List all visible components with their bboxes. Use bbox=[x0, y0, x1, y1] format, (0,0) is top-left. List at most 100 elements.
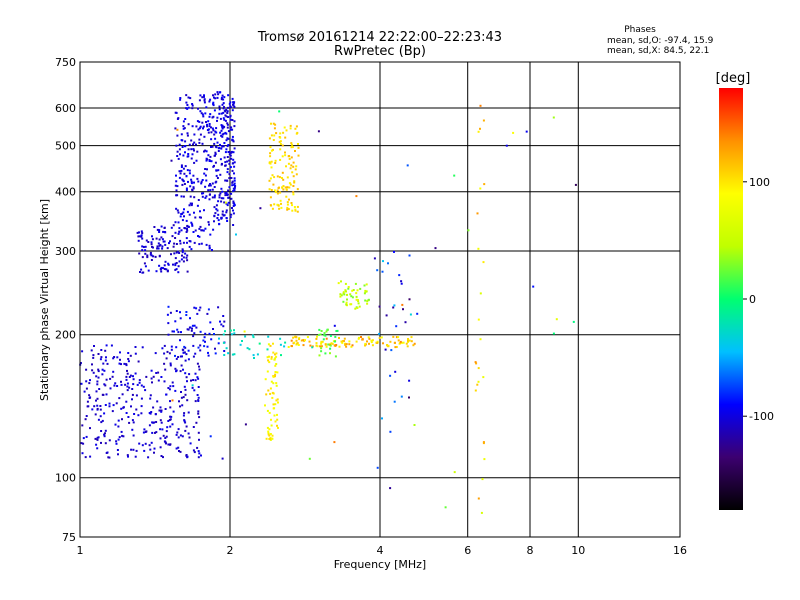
scatter-point bbox=[191, 153, 194, 156]
scatter-point bbox=[186, 104, 189, 106]
scatter-point bbox=[125, 375, 128, 378]
scatter-point bbox=[127, 358, 130, 360]
scatter-point bbox=[266, 356, 269, 359]
scatter-point bbox=[162, 240, 165, 243]
scatter-point bbox=[100, 421, 103, 424]
scatter-point bbox=[266, 348, 269, 351]
scatter-point bbox=[232, 224, 235, 226]
scatter-point bbox=[233, 147, 236, 150]
scatter-point bbox=[178, 400, 180, 403]
scatter-point bbox=[195, 307, 198, 310]
scatter-point bbox=[211, 145, 214, 148]
scatter-point bbox=[367, 299, 370, 302]
scatter-point bbox=[290, 146, 293, 149]
scatter-point bbox=[222, 107, 225, 110]
scatter-point bbox=[179, 242, 182, 245]
scatter-point bbox=[148, 444, 151, 447]
scatter-point bbox=[325, 337, 328, 340]
scatter-point bbox=[371, 344, 374, 347]
scatter-point bbox=[100, 356, 103, 359]
scatter-point bbox=[132, 448, 135, 451]
scatter-point bbox=[208, 184, 210, 187]
scatter-point bbox=[191, 386, 194, 389]
scatter-point bbox=[192, 449, 195, 452]
scatter-point bbox=[225, 108, 228, 111]
scatter-point bbox=[168, 352, 171, 355]
scatter-point bbox=[232, 200, 235, 203]
scatter-point bbox=[161, 245, 164, 248]
scatter-point bbox=[277, 187, 280, 190]
scatter-point bbox=[174, 231, 177, 234]
scatter-point bbox=[185, 101, 188, 104]
scatter-point bbox=[297, 146, 300, 149]
scatter-point bbox=[160, 410, 163, 413]
scatter-point bbox=[193, 149, 195, 152]
scatter-point bbox=[160, 376, 163, 378]
scatter-point bbox=[270, 418, 272, 421]
scatter-point bbox=[144, 245, 147, 248]
scatter-point bbox=[272, 183, 275, 186]
scatter-point bbox=[111, 410, 114, 413]
scatter-point bbox=[158, 264, 161, 267]
scatter-point bbox=[273, 203, 276, 206]
scatter-point bbox=[176, 155, 179, 157]
scatter-point bbox=[192, 335, 195, 338]
scatter-points bbox=[79, 91, 577, 514]
scatter-point bbox=[294, 168, 297, 171]
scatter-point bbox=[292, 336, 295, 339]
scatter-point bbox=[203, 99, 206, 102]
scatter-point bbox=[167, 322, 170, 325]
scatter-point bbox=[208, 115, 211, 118]
scatter-point bbox=[219, 91, 222, 94]
scatter-point bbox=[180, 331, 182, 334]
scatter-point bbox=[378, 332, 381, 335]
scatter-point bbox=[329, 347, 332, 350]
scatter-point bbox=[402, 341, 405, 344]
scatter-point bbox=[170, 415, 173, 418]
scatter-point bbox=[184, 421, 187, 424]
scatter-point bbox=[175, 111, 178, 114]
scatter-point bbox=[151, 235, 153, 238]
scatter-point bbox=[281, 144, 284, 147]
scatter-point bbox=[209, 189, 212, 192]
scatter-point bbox=[185, 187, 188, 190]
scatter-point bbox=[156, 245, 159, 248]
scatter-point bbox=[210, 126, 212, 129]
scatter-point bbox=[200, 180, 203, 183]
scatter-point bbox=[218, 337, 220, 340]
scatter-point bbox=[212, 115, 215, 118]
scatter-point bbox=[227, 130, 230, 133]
scatter-point bbox=[178, 230, 181, 233]
scatter-point bbox=[127, 352, 130, 354]
scatter-point bbox=[347, 287, 350, 290]
scatter-point bbox=[283, 126, 286, 129]
scatter-point bbox=[285, 165, 287, 168]
scatter-point bbox=[172, 224, 175, 227]
colorbar bbox=[719, 88, 743, 510]
scatter-point bbox=[397, 336, 400, 339]
scatter-point bbox=[227, 144, 230, 146]
scatter-point bbox=[159, 428, 162, 431]
scatter-point bbox=[306, 336, 309, 338]
scatter-point bbox=[279, 199, 282, 202]
scatter-point bbox=[271, 174, 274, 177]
scatter-point bbox=[288, 155, 291, 157]
scatter-point bbox=[205, 121, 207, 123]
scatter-point bbox=[364, 299, 367, 302]
scatter-point bbox=[216, 96, 219, 99]
scatter-point bbox=[161, 347, 164, 350]
scatter-point bbox=[175, 357, 178, 360]
scatter-point bbox=[279, 132, 282, 135]
scatter-point bbox=[552, 116, 555, 119]
scatter-point bbox=[233, 189, 236, 192]
scatter-point bbox=[176, 209, 179, 212]
scatter-point bbox=[186, 229, 189, 232]
scatter-point bbox=[225, 347, 228, 350]
scatter-point bbox=[86, 400, 89, 403]
scatter-point bbox=[215, 174, 218, 177]
scatter-point bbox=[201, 142, 204, 145]
scatter-point bbox=[323, 334, 326, 337]
scatter-point bbox=[191, 384, 194, 387]
scatter-point bbox=[279, 343, 282, 346]
scatter-point bbox=[258, 342, 261, 345]
